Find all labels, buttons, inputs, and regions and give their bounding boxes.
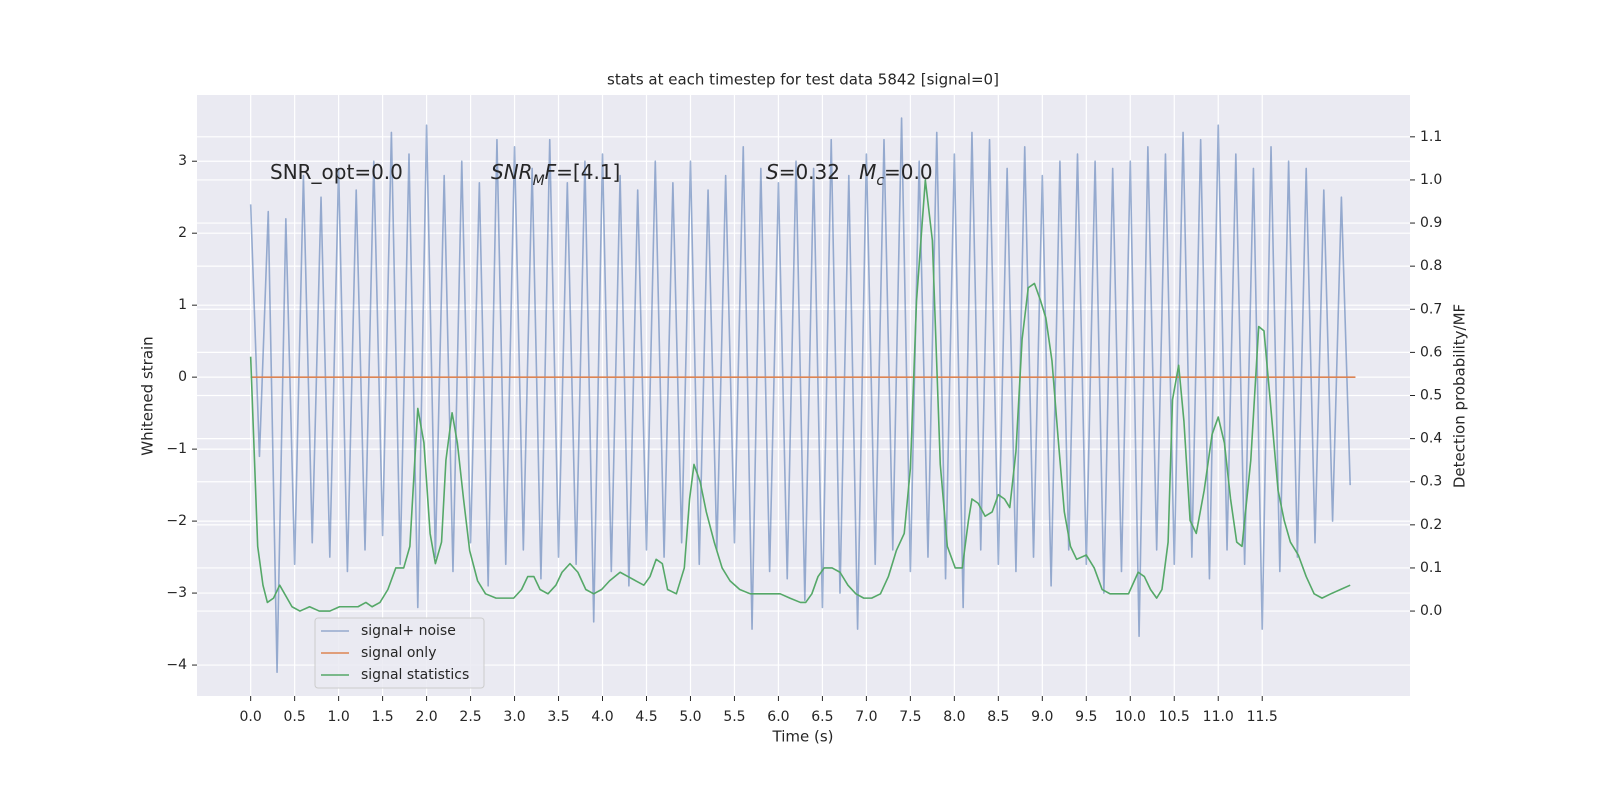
legend-label: signal+ noise: [361, 623, 456, 639]
x-tick-label: 9.0: [1031, 709, 1053, 725]
y2-tick-label: 1.0: [1420, 172, 1442, 188]
y-axis-label: Whitened strain: [139, 336, 157, 455]
y2-tick-label: 0.8: [1420, 258, 1442, 274]
chart-title: stats at each timestep for test data 584…: [607, 71, 999, 89]
y-tick-label: −2: [166, 513, 187, 529]
x-tick-label: 2.0: [415, 709, 437, 725]
annotation: SNR_opt=0.0: [270, 160, 403, 184]
annotation-part: c: [876, 173, 884, 189]
x-tick-label: 2.5: [459, 709, 481, 725]
y2-tick-label: 0.1: [1420, 560, 1442, 576]
x-tick-label: 3.0: [503, 709, 525, 725]
x-tick-label: 7.0: [855, 709, 877, 725]
x-axis-label: Time (s): [772, 728, 834, 746]
legend-label: signal only: [361, 645, 436, 661]
x-tick-label: 5.5: [723, 709, 745, 725]
y2-tick-label: 0.0: [1420, 603, 1442, 619]
x-tick-label: 6.5: [811, 709, 833, 725]
legend-label: signal statistics: [361, 667, 469, 683]
x-tick-label: 5.0: [679, 709, 701, 725]
annotation-part: S: [766, 160, 779, 184]
x-tick-label: 0.5: [284, 709, 306, 725]
y2-tick-label: 0.5: [1420, 388, 1442, 404]
x-tick-label: 3.5: [547, 709, 569, 725]
annotation-part: =[4.1]: [556, 160, 620, 184]
series-line: [249, 117, 1351, 674]
y2-tick-label: 0.6: [1420, 344, 1442, 360]
annotation: SNRMF=[4.1]: [491, 160, 620, 190]
y2-tick-label: 0.4: [1420, 431, 1442, 447]
annotation-part: F: [545, 160, 557, 184]
annotation-part: M: [859, 160, 876, 184]
y-tick-label: 3: [178, 153, 187, 169]
x-tick-label: 11.5: [1247, 709, 1278, 725]
series-line: [249, 179, 1351, 612]
annotation-part: SNR_opt=0.0: [270, 160, 403, 184]
y2-axis-label: Detection probability/MF: [1451, 304, 1469, 488]
y2-tick-label: 1.1: [1420, 129, 1442, 145]
y-tick-label: −3: [166, 585, 187, 601]
y-tick-label: 2: [178, 225, 187, 241]
x-tick-label: 4.0: [591, 709, 613, 725]
x-tick-label: 7.5: [899, 709, 921, 725]
x-tick-label: 9.5: [1075, 709, 1097, 725]
x-tick-label: 4.5: [635, 709, 657, 725]
x-tick-label: 0.0: [240, 709, 262, 725]
y-tick-label: −1: [166, 441, 187, 457]
y-tick-label: 0: [178, 369, 187, 385]
y-tick-label: 1: [178, 297, 187, 313]
y2-tick-label: 0.3: [1420, 474, 1442, 490]
annotation-part: SNR: [491, 160, 533, 184]
y-tick-label: −4: [166, 657, 187, 673]
x-tick-label: 11.0: [1203, 709, 1234, 725]
x-tick-label: 10.5: [1159, 709, 1190, 725]
annotation: S=0.32 Mc=0.0: [766, 160, 933, 190]
x-tick-label: 1.0: [327, 709, 349, 725]
annotation-part: =0.32: [779, 160, 859, 184]
x-tick-label: 1.5: [371, 709, 393, 725]
annotation-part: =0.0: [884, 160, 933, 184]
y2-tick-label: 0.7: [1420, 301, 1442, 317]
legend-box: [314, 617, 485, 689]
x-tick-label: 10.0: [1115, 709, 1146, 725]
x-tick-label: 8.5: [987, 709, 1009, 725]
annotation-part: M: [533, 173, 545, 189]
y2-tick-label: 0.9: [1420, 215, 1442, 231]
x-tick-label: 6.0: [767, 709, 789, 725]
x-tick-label: 8.0: [943, 709, 965, 725]
y2-tick-label: 0.2: [1420, 517, 1442, 533]
